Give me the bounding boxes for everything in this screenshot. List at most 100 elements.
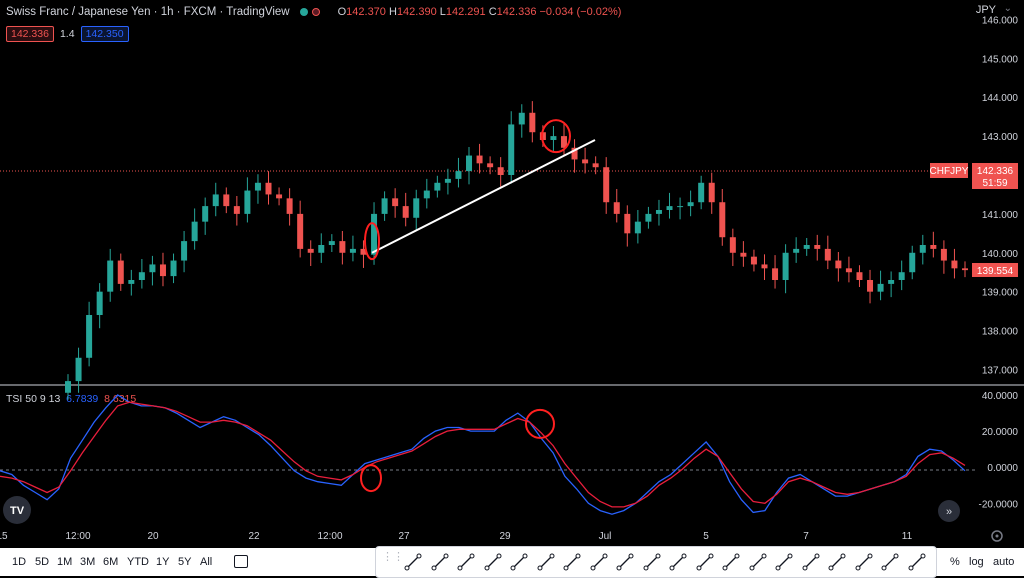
- candle-body: [761, 264, 768, 269]
- tradingview-logo-icon[interactable]: TV: [3, 496, 31, 524]
- low-circle-marker[interactable]: [364, 222, 380, 261]
- alert-dot-icon[interactable]: [311, 8, 320, 16]
- candle-body: [339, 241, 346, 253]
- vertical-line-icon[interactable]: [802, 553, 820, 571]
- calendar-icon[interactable]: [234, 555, 248, 568]
- percent-toggle[interactable]: %: [950, 556, 960, 568]
- pitchfork-icon[interactable]: [457, 553, 475, 571]
- tsi-low-circle-marker[interactable]: [360, 464, 382, 493]
- candle-body: [571, 147, 578, 160]
- candle-body: [708, 182, 715, 203]
- tsi-tick-label: 20.0000: [982, 427, 1019, 438]
- price-tick-label: 137.000: [982, 365, 1019, 376]
- candle-body: [877, 283, 884, 292]
- horizontal-ray-icon[interactable]: [775, 553, 793, 571]
- candle-body: [181, 241, 188, 261]
- flag-icon[interactable]: [855, 553, 873, 571]
- price-tick-label: 139.000: [982, 288, 1019, 299]
- candle-body: [951, 260, 958, 269]
- tsi-axis[interactable]: 40.0000 20.0000 0.0000 -20.0000: [979, 391, 1019, 510]
- arc-icon[interactable]: [590, 553, 608, 571]
- timeframe-6m[interactable]: 6M: [103, 556, 119, 568]
- price-tick-label: 138.000: [982, 327, 1019, 338]
- timeframe-5d[interactable]: 5D: [35, 556, 50, 568]
- trendline[interactable]: [371, 139, 596, 254]
- timeframe-1y[interactable]: 1Y: [156, 556, 170, 568]
- timeframe-all[interactable]: All: [200, 556, 213, 568]
- candle-body: [96, 291, 103, 315]
- candle-body: [455, 171, 462, 179]
- tsi-high-circle-marker[interactable]: [525, 408, 555, 439]
- candle-body: [276, 194, 283, 199]
- auto-toggle[interactable]: auto: [993, 556, 1015, 568]
- high-circle-marker[interactable]: [541, 119, 571, 154]
- chevron-down-icon[interactable]: ⌄: [1003, 3, 1012, 14]
- currency-label[interactable]: JPY: [975, 4, 996, 16]
- log-toggle[interactable]: log: [969, 556, 984, 568]
- rectangle-channel-icon[interactable]: [484, 553, 502, 571]
- arrow-icon[interactable]: [616, 553, 634, 571]
- last-price: 139.554: [977, 266, 1014, 277]
- bid-ask-panel: 142.336 1.4 142.350: [6, 26, 129, 42]
- market-open-icon: [299, 8, 308, 16]
- candle-body: [560, 136, 567, 148]
- candle-body: [86, 315, 93, 358]
- horizontal-line-icon[interactable]: [749, 553, 767, 571]
- candle-body: [962, 268, 968, 271]
- candle-body: [434, 182, 441, 191]
- timeframe-ytd[interactable]: YTD: [127, 556, 149, 568]
- text-icon[interactable]: [828, 553, 846, 571]
- ray-icon[interactable]: [643, 553, 661, 571]
- price-axis[interactable]: 146.000 145.000 144.000 143.000 141.000 140.0…: [982, 15, 1019, 376]
- candle-body: [687, 202, 694, 207]
- settings-gear-icon[interactable]: [991, 530, 1003, 542]
- path-icon[interactable]: [510, 553, 528, 571]
- annotations-layer[interactable]: [360, 119, 596, 493]
- candle-body: [867, 280, 874, 292]
- candle-body: [698, 182, 705, 203]
- bar-countdown: 51:59: [982, 178, 1007, 189]
- ask-button[interactable]: 142.350: [80, 26, 129, 42]
- candle-body: [772, 268, 779, 280]
- timeframe-3m[interactable]: 3M: [80, 556, 96, 568]
- candle-body: [381, 198, 388, 214]
- long-position-icon[interactable]: [669, 553, 687, 571]
- candle-body: [75, 357, 82, 382]
- candle-body: [371, 213, 378, 255]
- candle-body: [909, 252, 916, 273]
- fan-icon[interactable]: [908, 553, 926, 571]
- timeframe-1d[interactable]: 1D: [12, 556, 27, 568]
- candle-body: [497, 167, 504, 175]
- drag-handle-icon[interactable]: ⋮⋮: [382, 551, 404, 563]
- candle-body: [666, 206, 673, 210]
- brush-icon[interactable]: [537, 553, 555, 571]
- candle-body: [518, 112, 525, 125]
- scroll-to-realtime-button[interactable]: »: [938, 500, 960, 522]
- time-tick-label: 22: [248, 531, 260, 542]
- candle-body: [349, 248, 356, 253]
- candle-body: [750, 256, 757, 265]
- rectangle-icon[interactable]: [563, 553, 581, 571]
- parallel-channel-icon[interactable]: [431, 553, 449, 571]
- timeframe-5y[interactable]: 5Y: [178, 556, 192, 568]
- candle-body: [117, 260, 124, 284]
- candle-body: [170, 260, 177, 277]
- tsi-name[interactable]: TSI 50 9 13: [6, 393, 61, 405]
- timeframe-1m[interactable]: 1M: [57, 556, 73, 568]
- time-axis[interactable]: 15 12:00 20 22 12:00 27 29 Jul 5 7 11: [0, 531, 913, 542]
- candle-body: [793, 248, 800, 253]
- bid-button[interactable]: 142.336: [6, 26, 54, 42]
- candle-body: [677, 206, 684, 208]
- candle-body: [824, 248, 831, 261]
- candle-body: [159, 264, 166, 277]
- chart-canvas[interactable]: 146.000 145.000 144.000 143.000 141.000 140.0…: [0, 0, 1024, 548]
- trend-line-icon[interactable]: [404, 553, 422, 571]
- candle-body: [624, 213, 631, 234]
- candle-body: [888, 280, 895, 284]
- fib-retracement-icon[interactable]: [696, 553, 714, 571]
- price-tick-label: 143.000: [982, 132, 1019, 143]
- candle-body: [603, 167, 610, 203]
- symbol-title[interactable]: Swiss Franc / Japanese Yen · 1h · FXCM ·…: [6, 6, 290, 18]
- eraser-icon[interactable]: [722, 553, 740, 571]
- info-line-icon[interactable]: [881, 553, 899, 571]
